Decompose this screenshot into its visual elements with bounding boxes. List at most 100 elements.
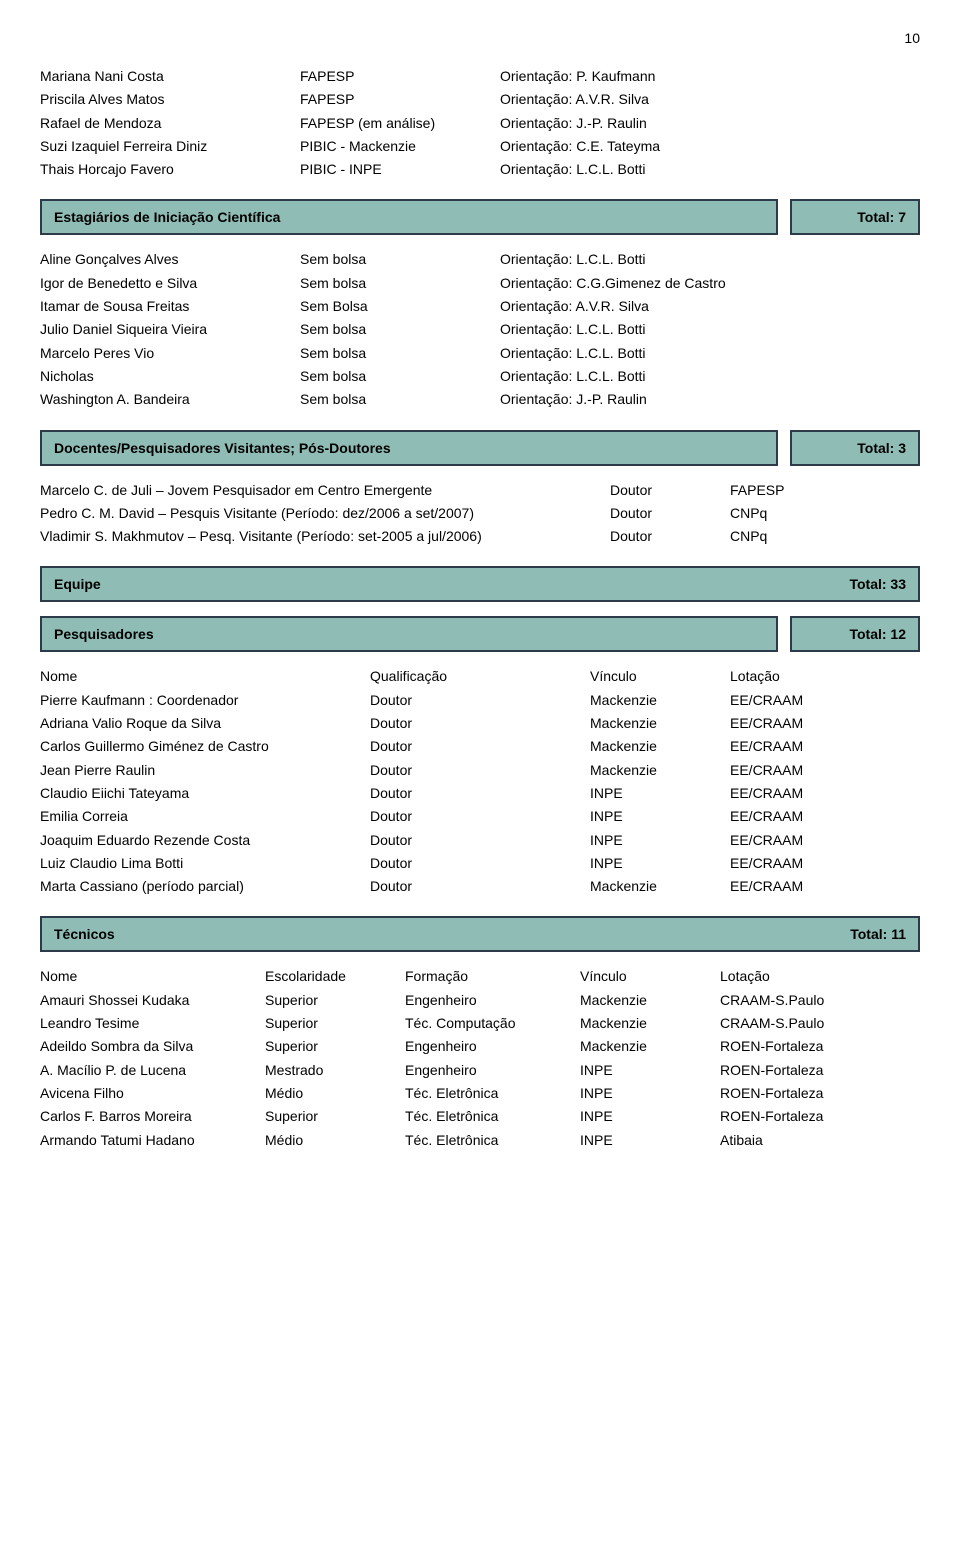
table-row: Thais Horcajo FaveroPIBIC - INPEOrientaç… <box>40 159 920 179</box>
banner-docentes: Docentes/Pesquisadores Visitantes; Pós-D… <box>40 430 920 466</box>
cell: INPE <box>580 1106 720 1126</box>
cell: EE/CRAAM <box>730 690 920 710</box>
cell: Vladimir S. Makhmutov – Pesq. Visitante … <box>40 526 610 546</box>
cell: Mackenzie <box>580 1036 720 1056</box>
table-row: Claudio Eiichi TateyamaDoutorINPEEE/CRAA… <box>40 783 920 803</box>
cell: INPE <box>590 830 730 850</box>
cell: Lotação <box>720 966 920 986</box>
cell: INPE <box>590 806 730 826</box>
table-row: Marcelo Peres VioSem bolsaOrientação: L.… <box>40 343 920 363</box>
cell: Téc. Computação <box>405 1013 580 1033</box>
cell: Mestrado <box>265 1060 405 1080</box>
cell: Doutor <box>610 480 730 500</box>
banner-title: Pesquisadores <box>40 616 778 652</box>
cell: Médio <box>265 1083 405 1103</box>
cell: Adriana Valio Roque da Silva <box>40 713 370 733</box>
table-row: Igor de Benedetto e SilvaSem bolsaOrient… <box>40 273 920 293</box>
cell: Lotação <box>730 666 920 686</box>
cell: Engenheiro <box>405 1060 580 1080</box>
cell: Vínculo <box>580 966 720 986</box>
table-row: Jean Pierre RaulinDoutorMackenzieEE/CRAA… <box>40 760 920 780</box>
cell: Mackenzie <box>580 1013 720 1033</box>
table-row: Luiz Claudio Lima BottiDoutorINPEEE/CRAA… <box>40 853 920 873</box>
cell: Emilia Correia <box>40 806 370 826</box>
cell: EE/CRAAM <box>730 760 920 780</box>
cell: Sem bolsa <box>300 343 500 363</box>
cell: Amauri Shossei Kudaka <box>40 990 265 1010</box>
cell: Mackenzie <box>580 990 720 1010</box>
banner-title: Técnicos <box>54 926 115 942</box>
table-row: Itamar de Sousa FreitasSem BolsaOrientaç… <box>40 296 920 316</box>
cell: Marta Cassiano (período parcial) <box>40 876 370 896</box>
cell: Mackenzie <box>590 736 730 756</box>
cell: Atibaia <box>720 1130 920 1150</box>
cell: Doutor <box>370 830 590 850</box>
cell: Mackenzie <box>590 876 730 896</box>
cell: Téc. Eletrônica <box>405 1083 580 1103</box>
cell: Pierre Kaufmann : Coordenador <box>40 690 370 710</box>
cell: EE/CRAAM <box>730 736 920 756</box>
cell: EE/CRAAM <box>730 876 920 896</box>
cell: Escolaridade <box>265 966 405 986</box>
table-row: A. Macílio P. de LucenaMestradoEngenheir… <box>40 1060 920 1080</box>
cell: Sem Bolsa <box>300 296 500 316</box>
cell: Doutor <box>370 713 590 733</box>
cell: Doutor <box>370 853 590 873</box>
cell: EE/CRAAM <box>730 830 920 850</box>
cell: Superior <box>265 990 405 1010</box>
cell: Marcelo Peres Vio <box>40 343 300 363</box>
table-row: Marcelo C. de Juli – Jovem Pesquisador e… <box>40 480 920 500</box>
table-row: Joaquim Eduardo Rezende CostaDoutorINPEE… <box>40 830 920 850</box>
cell: FAPESP <box>300 66 500 86</box>
banner-total: Total: 7 <box>790 199 920 235</box>
cell: PIBIC - Mackenzie <box>300 136 500 156</box>
cell: Priscila Alves Matos <box>40 89 300 109</box>
cell: Téc. Eletrônica <box>405 1130 580 1150</box>
cell: Orientação: L.C.L. Botti <box>500 366 920 386</box>
tecnicos-list: NomeEscolaridadeFormaçãoVínculoLotaçãoAm… <box>40 966 920 1149</box>
cell: Sem bolsa <box>300 389 500 409</box>
cell: Doutor <box>610 503 730 523</box>
cell: A. Macílio P. de Lucena <box>40 1060 265 1080</box>
cell: Sem bolsa <box>300 273 500 293</box>
cell: Adeildo Sombra da Silva <box>40 1036 265 1056</box>
cell: Nome <box>40 966 265 986</box>
table-row: Pierre Kaufmann : CoordenadorDoutorMacke… <box>40 690 920 710</box>
cell: FAPESP <box>730 480 920 500</box>
table-row: Marta Cassiano (período parcial)DoutorMa… <box>40 876 920 896</box>
cell: INPE <box>580 1083 720 1103</box>
cell: INPE <box>580 1060 720 1080</box>
cell: Armando Tatumi Hadano <box>40 1130 265 1150</box>
cell: Carlos F. Barros Moreira <box>40 1106 265 1126</box>
cell: Orientação: C.E. Tateyma <box>500 136 920 156</box>
cell: Orientação: P. Kaufmann <box>500 66 920 86</box>
cell: Marcelo C. de Juli – Jovem Pesquisador e… <box>40 480 610 500</box>
banner-title: Equipe <box>54 576 101 592</box>
cell: Orientação: A.V.R. Silva <box>500 89 920 109</box>
cell: CRAAM-S.Paulo <box>720 1013 920 1033</box>
cell: EE/CRAAM <box>730 853 920 873</box>
cell: ROEN-Fortaleza <box>720 1036 920 1056</box>
cell: ROEN-Fortaleza <box>720 1083 920 1103</box>
banner-total: Total: 12 <box>790 616 920 652</box>
cell: Orientação: J.-P. Raulin <box>500 389 920 409</box>
cell: Washington A. Bandeira <box>40 389 300 409</box>
cell: Orientação: A.V.R. Silva <box>500 296 920 316</box>
pesquisadores-list: NomeQualificaçãoVínculoLotaçãoPierre Kau… <box>40 666 920 896</box>
cell: Claudio Eiichi Tateyama <box>40 783 370 803</box>
docentes-list: Marcelo C. de Juli – Jovem Pesquisador e… <box>40 480 920 547</box>
cell: Orientação: L.C.L. Botti <box>500 159 920 179</box>
cell: CNPq <box>730 503 920 523</box>
cell: Doutor <box>610 526 730 546</box>
cell: Nome <box>40 666 370 686</box>
cell: Engenheiro <box>405 1036 580 1056</box>
cell: CNPq <box>730 526 920 546</box>
cell: Doutor <box>370 783 590 803</box>
cell: Doutor <box>370 760 590 780</box>
banner-equipe: Equipe Total: 33 <box>40 566 920 602</box>
cell: Avicena Filho <box>40 1083 265 1103</box>
cell: Superior <box>265 1106 405 1126</box>
table-row: Aline Gonçalves AlvesSem bolsaOrientação… <box>40 249 920 269</box>
cell: INPE <box>580 1130 720 1150</box>
cell: Mariana Nani Costa <box>40 66 300 86</box>
